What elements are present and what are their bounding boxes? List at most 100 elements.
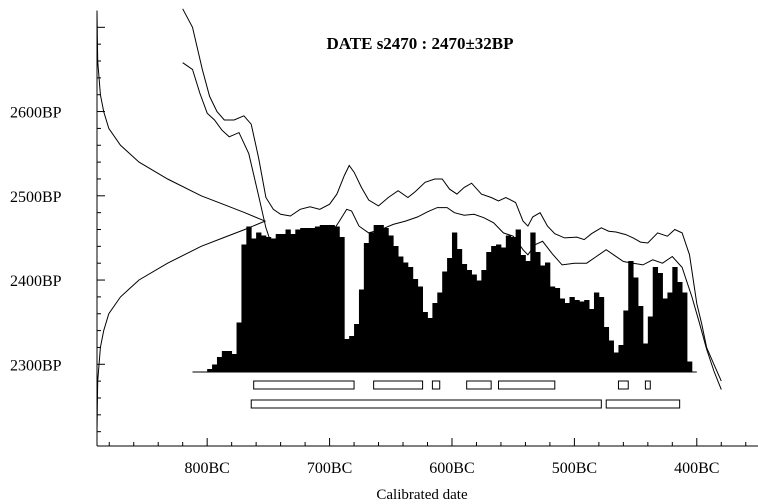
measured-date-curve	[96, 10, 267, 432]
y-tick-label: 2500BP	[10, 189, 62, 206]
histogram-bar	[657, 273, 663, 372]
x-tick-label: 400BC	[674, 460, 719, 477]
histogram-bar	[515, 229, 521, 372]
measured-date-profile	[96, 10, 267, 432]
histogram-bar	[549, 286, 556, 372]
histogram-bar	[613, 352, 619, 372]
y-tick-labels: 2600BP 2500BP 2400BP 2300BP	[10, 105, 62, 375]
histogram-bar	[589, 309, 595, 372]
histogram-bar	[662, 298, 668, 372]
histogram-bar	[261, 235, 267, 372]
histogram-bar	[314, 226, 321, 372]
histogram-bar	[319, 225, 326, 372]
histogram-bar	[305, 228, 311, 372]
histogram-bar	[324, 225, 330, 372]
histogram-bar	[354, 324, 360, 372]
histogram-bar	[432, 303, 438, 372]
histogram-bar	[447, 258, 453, 372]
histogram-bar	[545, 262, 551, 372]
histogram-bar	[280, 234, 286, 372]
histogram-bar	[496, 244, 502, 372]
histogram-bar	[623, 310, 629, 372]
histogram-bar	[633, 277, 639, 372]
histogram-bar	[349, 336, 355, 372]
histogram-bar	[388, 235, 394, 372]
range-bar-1sigma	[617, 380, 629, 390]
histogram-bar	[687, 361, 693, 372]
histogram-bar	[505, 235, 512, 372]
histogram-bar	[378, 225, 384, 372]
histogram-bar	[295, 229, 301, 372]
histogram-bar	[383, 228, 389, 372]
histogram-bar	[451, 232, 458, 372]
x-tick-label: 800BC	[184, 460, 229, 477]
histogram-bar	[500, 247, 507, 372]
calibration-curve-lower	[182, 62, 722, 390]
histogram-bar	[231, 354, 237, 372]
histogram-bar	[574, 300, 580, 372]
histogram-bar	[540, 265, 546, 372]
x-tick-label: 500BC	[552, 460, 597, 477]
x-tick-labels: 800BC 700BC 600BC 500BC 400BC	[184, 460, 719, 477]
histogram-bar	[285, 229, 291, 372]
histogram-bar	[309, 228, 316, 372]
histogram-bar	[334, 226, 340, 372]
range-bar-1sigma	[373, 380, 424, 390]
histogram-bar	[535, 252, 541, 372]
histogram-bar	[265, 237, 272, 372]
histogram-bar	[398, 256, 404, 372]
y-tick-label: 2600BP	[10, 105, 62, 122]
histogram-bar	[564, 303, 570, 372]
histogram-bar	[363, 243, 370, 372]
range-bar-1sigma	[497, 380, 556, 390]
histogram-bar	[339, 237, 345, 372]
histogram-bar	[520, 255, 526, 372]
histogram-bar	[525, 261, 531, 372]
histogram-bar	[618, 345, 624, 372]
histogram-bar	[358, 289, 365, 372]
histogram-bar	[638, 306, 644, 372]
histogram-bar	[593, 292, 600, 372]
x-tick-label: 600BC	[429, 460, 474, 477]
histogram-bar	[344, 339, 350, 372]
histogram-bar	[652, 267, 659, 372]
histogram-bar	[598, 297, 605, 372]
histogram-bar	[393, 246, 399, 372]
histogram-bar	[559, 298, 565, 372]
probability-distribution	[192, 225, 697, 373]
histogram-bar	[603, 327, 610, 372]
histogram-bar	[368, 232, 375, 372]
x-axis-title: Calibrated date	[376, 487, 468, 503]
histogram-bar	[461, 264, 468, 372]
histogram-bar	[476, 280, 482, 372]
histogram-bar	[236, 322, 242, 372]
histogram-bar	[456, 249, 463, 372]
histogram-bar	[212, 364, 218, 372]
histogram-bar	[422, 312, 428, 372]
histogram-bar	[256, 232, 262, 372]
range-bar-2sigma	[605, 399, 681, 409]
histogram-bar	[437, 292, 443, 372]
range-bar-2sigma	[250, 399, 602, 409]
histogram-bar	[442, 271, 448, 372]
histogram-bar	[246, 226, 252, 372]
y-tick-label: 2400BP	[10, 273, 62, 290]
calibration-curve	[182, 8, 722, 390]
histogram-bar	[682, 292, 688, 372]
histogram-bar	[407, 267, 414, 372]
histogram-bar	[251, 238, 257, 372]
y-tick-label: 2300BP	[10, 357, 62, 374]
histogram-bar	[471, 274, 477, 372]
histogram-bar	[530, 232, 536, 372]
histogram-bar	[207, 369, 213, 372]
histogram-bar	[584, 300, 590, 372]
calibration-curve-upper	[182, 8, 722, 382]
histogram-bar	[270, 238, 277, 372]
histogram-bar	[290, 234, 296, 372]
histogram-bar	[481, 270, 487, 372]
histogram-bar	[221, 351, 228, 372]
histogram-bar	[403, 262, 409, 372]
histogram-bar	[667, 292, 673, 372]
histogram-bar	[329, 225, 335, 372]
